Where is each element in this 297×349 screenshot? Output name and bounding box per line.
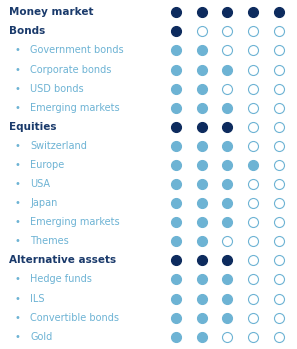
Text: •: • [15, 332, 20, 342]
Text: •: • [15, 217, 20, 227]
Text: Hedge funds: Hedge funds [31, 274, 92, 284]
Text: •: • [15, 236, 20, 246]
Text: •: • [15, 179, 20, 189]
Text: •: • [15, 84, 20, 94]
Text: •: • [15, 45, 20, 55]
Text: Convertible bonds: Convertible bonds [31, 313, 119, 322]
Text: Emerging markets: Emerging markets [31, 103, 120, 113]
Text: Gold: Gold [31, 332, 53, 342]
Text: •: • [15, 65, 20, 75]
Text: Europe: Europe [31, 160, 65, 170]
Text: Themes: Themes [31, 236, 69, 246]
Text: •: • [15, 294, 20, 304]
Text: Alternative assets: Alternative assets [9, 255, 116, 265]
Text: Switzerland: Switzerland [31, 141, 87, 151]
Text: •: • [15, 141, 20, 151]
Text: USA: USA [31, 179, 50, 189]
Text: ILS: ILS [31, 294, 45, 304]
Text: USD bonds: USD bonds [31, 84, 84, 94]
Text: Bonds: Bonds [9, 27, 45, 36]
Text: Corporate bonds: Corporate bonds [31, 65, 112, 75]
Text: Japan: Japan [31, 198, 58, 208]
Text: •: • [15, 103, 20, 113]
Text: •: • [15, 313, 20, 322]
Text: Emerging markets: Emerging markets [31, 217, 120, 227]
Text: •: • [15, 198, 20, 208]
Text: •: • [15, 274, 20, 284]
Text: Government bonds: Government bonds [31, 45, 124, 55]
Text: •: • [15, 160, 20, 170]
Text: Equities: Equities [9, 122, 56, 132]
Text: Money market: Money market [9, 7, 93, 17]
